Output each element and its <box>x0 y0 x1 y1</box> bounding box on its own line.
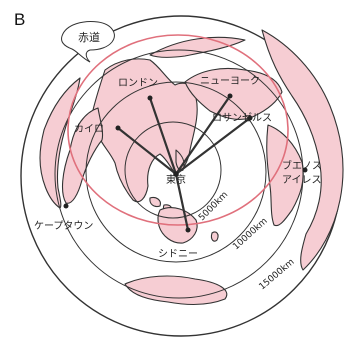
city-markers <box>63 93 308 233</box>
new-zealand-landmass <box>210 231 219 242</box>
label-buenosaires-line2: アイレス <box>282 175 322 186</box>
routes <box>116 94 252 232</box>
antarctica-landmass <box>124 275 228 305</box>
route-cairo <box>116 126 178 176</box>
equator-label: 赤道 <box>78 30 100 44</box>
label-cairo: カイロ <box>74 123 104 135</box>
marker-london <box>147 95 153 101</box>
label-buenosaires-line1: ブエノス <box>282 159 322 172</box>
route-sydney <box>174 172 190 232</box>
marker-sydney <box>185 227 191 233</box>
label-newyork: ニューヨーク <box>200 75 260 87</box>
route-london <box>148 96 178 176</box>
far-side-landmass <box>261 29 344 271</box>
ring-10000km <box>85 81 267 263</box>
panel-label: B <box>14 10 25 29</box>
equator-line <box>67 34 289 226</box>
marker-capetown <box>63 203 69 209</box>
north-america-landmass <box>184 67 283 120</box>
marker-newyork <box>227 93 233 99</box>
marker-losangeles <box>247 115 253 121</box>
marker-cairo <box>115 125 121 131</box>
label-losangeles: ロサンゼルス <box>212 112 272 124</box>
label-london: ロンドン <box>118 78 158 89</box>
label-capetown: ケープタウン <box>34 220 93 232</box>
landmasses <box>39 29 344 305</box>
africa-landmass <box>61 107 104 204</box>
label-tokyo: 東京 <box>166 173 186 186</box>
marker-tokyo <box>173 171 179 177</box>
route-losangeles <box>174 116 252 176</box>
marker-buenosaires <box>302 167 308 173</box>
ring-5000km <box>124 121 222 219</box>
ring-15000km <box>54 49 304 299</box>
ring-label-15000km: 15000km <box>258 257 297 292</box>
route-newyork <box>174 94 232 176</box>
equator-callout <box>61 21 115 63</box>
label-sydney: シドニー <box>158 249 198 260</box>
island-landmass <box>149 196 161 208</box>
